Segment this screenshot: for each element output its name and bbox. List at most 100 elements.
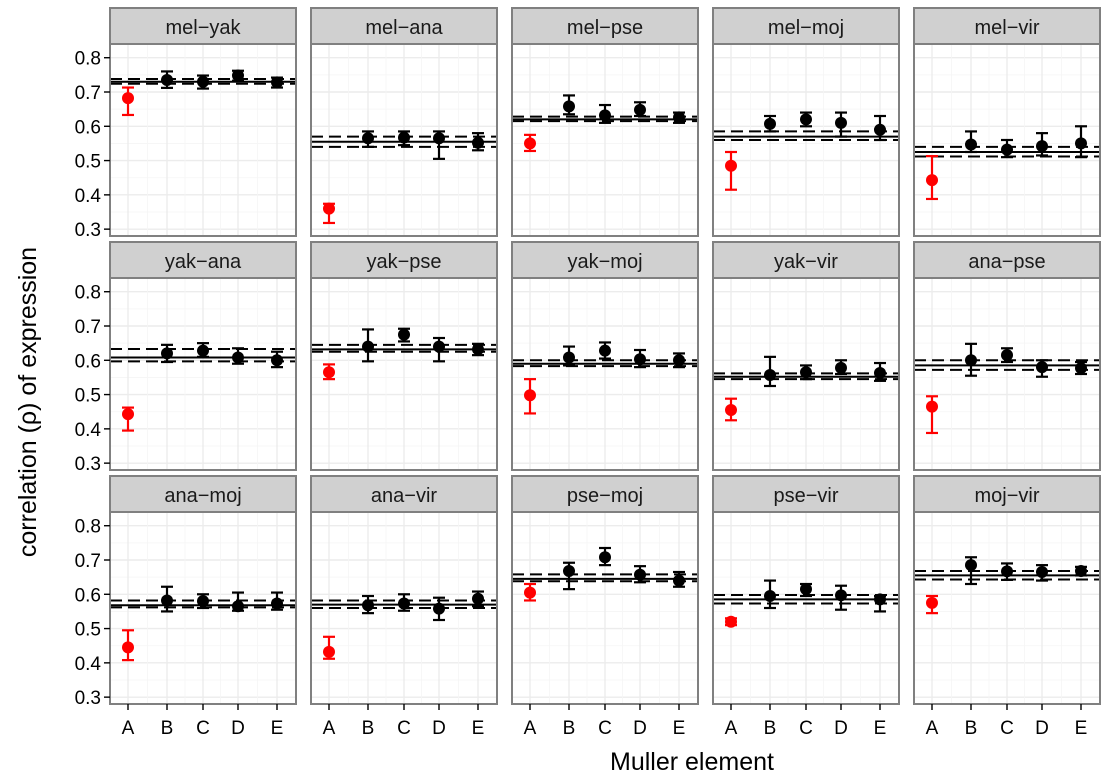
data-point xyxy=(926,174,938,187)
facet-label: yak−vir xyxy=(774,251,838,273)
y-tick-label: 0.7 xyxy=(75,551,101,572)
data-point xyxy=(197,344,209,357)
data-point xyxy=(673,574,685,587)
data-point xyxy=(197,75,209,88)
data-point xyxy=(472,136,484,149)
x-tick-label: B xyxy=(563,718,576,739)
data-point xyxy=(599,551,611,564)
facet-label: mel−yak xyxy=(165,17,241,39)
facet-label: pse−vir xyxy=(773,485,838,507)
data-point xyxy=(764,369,776,382)
y-tick-label: 0.6 xyxy=(75,351,101,372)
y-tick-label: 0.5 xyxy=(75,386,101,407)
data-point xyxy=(926,400,938,413)
y-axes: 0.3 0.4 0.5 0.6 0.7 0.8 0.3 0.4 0.5 0.6 0.7 0.8 0.3 0… xyxy=(75,49,110,709)
y-tick-label: 0.4 xyxy=(75,420,102,441)
data-point xyxy=(398,597,410,610)
x-tick-label: D xyxy=(834,718,848,739)
y-tick-label: 0.6 xyxy=(75,585,101,606)
y-tick-label: 0.8 xyxy=(75,517,101,538)
data-point xyxy=(673,354,685,367)
data-point xyxy=(874,366,886,379)
data-point xyxy=(323,645,335,658)
x-tick-label: C xyxy=(397,718,411,739)
data-point xyxy=(1075,564,1087,577)
facet-panel: mel−vir xyxy=(913,7,1101,237)
data-point xyxy=(1036,361,1048,374)
facet-label: yak−moj xyxy=(567,251,642,273)
data-point xyxy=(232,351,244,364)
data-point xyxy=(433,132,445,145)
data-point xyxy=(634,103,646,116)
data-point xyxy=(362,599,374,612)
x-tick-label: D xyxy=(1035,718,1049,739)
data-point xyxy=(524,137,536,150)
data-point xyxy=(926,596,938,609)
y-tick-label: 0.5 xyxy=(75,152,101,173)
data-point xyxy=(161,74,173,86)
facet-label: mel−moj xyxy=(768,17,844,39)
data-point xyxy=(472,343,484,356)
x-tick-label: E xyxy=(874,718,887,739)
x-tick-label: E xyxy=(1075,718,1088,739)
data-point xyxy=(563,564,575,577)
data-point xyxy=(271,597,283,610)
data-point xyxy=(472,592,484,605)
data-point xyxy=(800,583,812,596)
data-point xyxy=(599,109,611,122)
facet-strip xyxy=(712,475,900,513)
facet-label: ana−pse xyxy=(968,251,1045,273)
data-point xyxy=(1036,140,1048,153)
data-point xyxy=(161,594,173,607)
facet-strip xyxy=(511,241,699,279)
data-point xyxy=(433,602,445,615)
data-point xyxy=(398,328,410,341)
y-tick-label: 0.8 xyxy=(75,283,101,304)
facet-label: mel−vir xyxy=(974,17,1039,39)
data-point xyxy=(874,593,886,606)
facet-panel: mel−yak xyxy=(109,7,297,237)
facet-panels: mel−yak mel−ana mel−pse mel−moj mel−vir yak−a… xyxy=(109,7,1101,705)
y-tick-label: 0.3 xyxy=(75,688,101,709)
data-point xyxy=(197,595,209,608)
facet-strip xyxy=(511,475,699,513)
data-point xyxy=(1001,143,1013,156)
data-point xyxy=(725,615,737,628)
facet-strip xyxy=(913,7,1101,45)
facet-strip xyxy=(109,7,297,45)
facet-strip xyxy=(712,241,900,279)
data-point xyxy=(362,340,374,353)
facet-strip xyxy=(310,7,498,45)
x-tick-label: E xyxy=(673,718,686,739)
data-point xyxy=(1036,566,1048,578)
x-tick-label: D xyxy=(432,718,446,739)
facet-panel: yak−ana xyxy=(109,241,297,471)
data-point xyxy=(323,366,335,379)
data-point xyxy=(398,131,410,144)
facet-panel: mel−pse xyxy=(511,7,699,237)
facet-strip xyxy=(109,475,297,513)
y-tick-label: 0.7 xyxy=(75,83,101,104)
facet-label: mel−pse xyxy=(567,17,643,39)
facet-label: mel−ana xyxy=(365,17,443,39)
facet-strip xyxy=(712,7,900,45)
x-tick-label: A xyxy=(926,718,939,739)
x-tick-label: B xyxy=(764,718,777,739)
data-point xyxy=(1075,362,1087,375)
data-point xyxy=(232,69,244,82)
facet-label: pse−moj xyxy=(567,485,643,507)
x-tick-label: B xyxy=(362,718,375,739)
data-point xyxy=(835,116,847,129)
y-tick-label: 0.3 xyxy=(75,454,101,475)
data-point xyxy=(673,111,685,124)
facet-panel: ana−moj xyxy=(109,475,297,705)
facet-label: moj−vir xyxy=(974,485,1039,507)
x-tick-label: A xyxy=(725,718,738,739)
x-tick-label: D xyxy=(633,718,647,739)
y-tick-label: 0.6 xyxy=(75,117,101,138)
x-tick-label: C xyxy=(1000,718,1014,739)
facet-panel: moj−vir xyxy=(913,475,1101,705)
facet-panel: yak−vir xyxy=(712,241,900,471)
data-point xyxy=(835,589,847,602)
facet-label: yak−pse xyxy=(366,251,441,273)
